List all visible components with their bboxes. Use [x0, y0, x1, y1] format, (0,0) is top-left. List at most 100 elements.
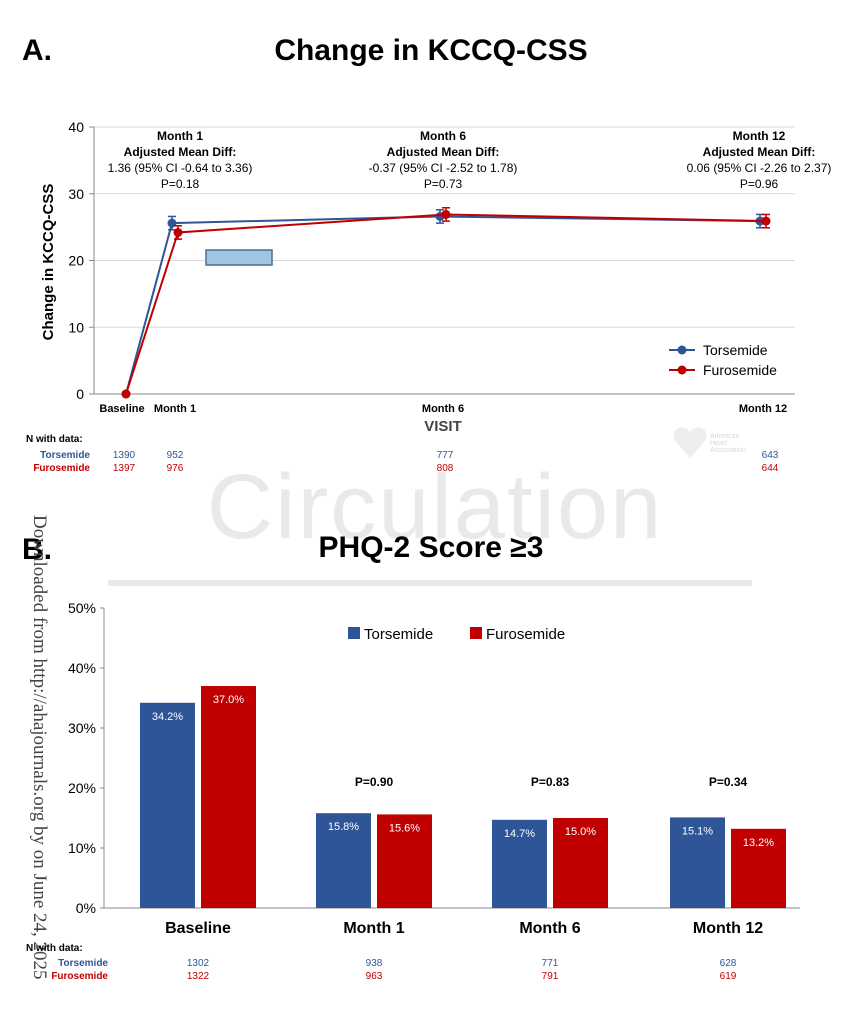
n-with-data-title: N with data: — [26, 943, 83, 954]
n-row-name: Furosemide — [33, 463, 90, 474]
highlight-box — [205, 249, 273, 266]
bar-furosemide — [553, 818, 608, 908]
y-tick-label: 40% — [68, 660, 96, 676]
p-value-label: P=0.83 — [531, 775, 570, 789]
y-tick-label: 10 — [68, 319, 84, 335]
bar-data-label: 15.0% — [565, 826, 596, 838]
legend-label: Furosemide — [486, 626, 565, 643]
x-tick-label: Baseline — [165, 920, 231, 937]
annotation-line: P=0.96 — [740, 177, 779, 191]
y-tick-label: 20% — [68, 780, 96, 796]
n-value: 791 — [542, 971, 559, 982]
annotation-line: 0.06 (95% CI -2.26 to 2.37) — [687, 161, 832, 175]
n-value: 1302 — [187, 958, 210, 969]
panel-b-label: B. — [22, 533, 52, 566]
bar-furosemide — [731, 828, 786, 908]
n-value: 644 — [762, 463, 779, 474]
x-tick-label: Month 12 — [739, 403, 787, 415]
legend-label: Torsemide — [364, 626, 433, 643]
annotation-line: Month 12 — [733, 129, 786, 143]
series-line-torsemide — [125, 215, 761, 395]
data-point-furosemide — [173, 227, 183, 237]
x-tick-label: Month 12 — [693, 920, 763, 937]
aha-logo-text: Heart — [710, 440, 727, 447]
n-value: 808 — [437, 463, 454, 474]
x-tick-label: Baseline — [99, 403, 144, 415]
y-tick-label: 30 — [68, 186, 84, 202]
y-tick-label: 10% — [68, 840, 96, 856]
n-row-name: Furosemide — [51, 971, 108, 982]
annotation-line: P=0.73 — [424, 177, 463, 191]
bar-torsemide — [140, 702, 195, 908]
legend-swatch — [348, 627, 360, 639]
n-value: 643 — [762, 450, 779, 461]
bar-furosemide — [201, 686, 256, 908]
y-tick-label: 0 — [76, 386, 84, 402]
bar-data-label: 34.2% — [152, 711, 183, 723]
n-row-name: Torsemide — [40, 450, 90, 461]
annotation-line: P=0.18 — [161, 177, 200, 191]
bar-torsemide — [670, 817, 725, 908]
annotation-line: Adjusted Mean Diff: — [124, 145, 237, 159]
y-tick-label: 20 — [68, 253, 84, 269]
y-axis-title: Change in KCCQ-CSS — [40, 184, 57, 341]
legend-swatch — [470, 627, 482, 639]
p-value-label: P=0.90 — [355, 775, 394, 789]
bar-furosemide — [377, 814, 432, 908]
bar-data-label: 14.7% — [504, 828, 535, 840]
y-tick-label: 50% — [68, 600, 96, 616]
data-point-furosemide — [121, 389, 131, 399]
bar-data-label: 37.0% — [213, 694, 244, 706]
n-value: 938 — [366, 958, 383, 969]
n-value: 619 — [720, 971, 737, 982]
x-axis-title: VISIT — [424, 418, 462, 435]
n-with-data-title: N with data: — [26, 434, 83, 445]
bar-data-label: 13.2% — [743, 837, 774, 849]
n-value: 771 — [542, 958, 559, 969]
bar-data-label: 15.8% — [328, 821, 359, 833]
bar-torsemide — [492, 819, 547, 908]
n-value: 976 — [167, 463, 184, 474]
p-value-label: P=0.34 — [709, 775, 748, 789]
panel-a-title: Change in KCCQ-CSS — [274, 34, 588, 67]
n-value: 963 — [366, 971, 383, 982]
annotation-line: Month 6 — [420, 129, 466, 143]
journal-watermark: Circulation — [206, 456, 664, 558]
x-tick-label: Month 1 — [343, 920, 404, 937]
bar-torsemide — [316, 813, 371, 908]
n-value: 1390 — [113, 450, 136, 461]
watermark-underline — [108, 580, 752, 586]
annotation-line: -0.37 (95% CI -2.52 to 1.78) — [369, 161, 518, 175]
panel-b-title: PHQ-2 Score ≥3 — [318, 531, 544, 564]
legend-label: Furosemide — [703, 362, 777, 378]
x-tick-label: Month 1 — [154, 403, 196, 415]
annotation-line: Adjusted Mean Diff: — [703, 145, 816, 159]
n-value: 777 — [437, 450, 454, 461]
legend-marker — [677, 365, 687, 375]
annotation-line: Month 1 — [157, 129, 203, 143]
x-tick-label: Month 6 — [422, 403, 464, 415]
y-tick-label: 30% — [68, 720, 96, 736]
annotation-line: 1.36 (95% CI -0.64 to 3.36) — [108, 161, 253, 175]
n-value: 628 — [720, 958, 737, 969]
n-value: 1322 — [187, 971, 210, 982]
n-row-name: Torsemide — [58, 958, 108, 969]
legend-marker — [677, 345, 687, 355]
y-tick-label: 40 — [68, 119, 84, 135]
bar-data-label: 15.6% — [389, 822, 420, 834]
x-tick-label: Month 6 — [519, 920, 580, 937]
legend-label: Torsemide — [703, 342, 768, 358]
aha-logo-text: Association — [710, 447, 746, 454]
series-line-furosemide — [125, 213, 767, 395]
data-point-furosemide — [441, 209, 451, 219]
n-value: 1397 — [113, 463, 136, 474]
y-tick-label: 0% — [76, 900, 96, 916]
aha-logo-icon — [673, 427, 707, 458]
annotation-line: Adjusted Mean Diff: — [387, 145, 500, 159]
bar-data-label: 15.1% — [682, 825, 713, 837]
data-point-furosemide — [761, 216, 771, 226]
n-value: 952 — [167, 450, 184, 461]
panel-a-label: A. — [22, 34, 52, 67]
aha-logo-text: American — [710, 433, 740, 440]
